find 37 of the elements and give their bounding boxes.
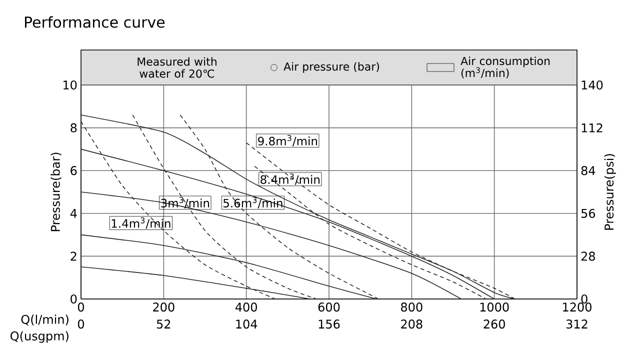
- text: Air pressure (bar): [284, 62, 380, 73]
- x2-tick-label: 208: [401, 320, 422, 329]
- y-tick-label: 4: [70, 209, 77, 218]
- x-tick-label: 800: [401, 302, 422, 312]
- series-label: 9.8m$^{3}$/min: [258, 134, 318, 146]
- y2-tick-label: 84: [581, 166, 596, 176]
- series-label: 1.4m$^{3}$/min: [112, 217, 170, 229]
- x-tick-label: 1200: [563, 302, 592, 312]
- y2-tick-label: 28: [581, 252, 595, 261]
- x-tick-label: 200: [153, 302, 174, 312]
- x2-tick-label: 260: [484, 320, 505, 329]
- y2-axis-title: Pressure(psi): [604, 154, 616, 230]
- text: Air consumption (m$^{3}$/min): [460, 56, 550, 78]
- series-label: 8.4m$^{3}$/min: [260, 173, 320, 185]
- y-tick-label: 6: [70, 166, 77, 176]
- y2-tick-label: 0: [581, 294, 588, 304]
- y2-tick-label: 140: [582, 80, 603, 90]
- x2-tick-label: 52: [156, 320, 170, 329]
- y-tick-label: 8: [70, 123, 77, 132]
- x2-axis-title: Q(usgpm): [10, 331, 68, 343]
- chart-title: Performance curve: [25, 16, 165, 28]
- x2-tick-label: 104: [236, 320, 258, 329]
- y-tick-label: 0: [70, 294, 77, 304]
- x2-tick-label: 156: [318, 320, 340, 329]
- y2-tick-label: 56: [581, 208, 596, 218]
- y-tick-label: 2: [70, 252, 76, 261]
- y2-tick-label: 112: [582, 123, 602, 132]
- text: Measured with water of 20℃: [138, 57, 216, 78]
- x-tick-label: 0: [78, 302, 84, 312]
- x-tick-label: 600: [318, 302, 340, 312]
- y-tick-label: 10: [64, 80, 77, 90]
- x-tick-label: 400: [235, 302, 257, 312]
- x-tick-label: 1000: [480, 302, 509, 312]
- x-axis-title: Q(l/min): [21, 314, 68, 326]
- y-axis-title: Pressure(bar): [50, 152, 62, 232]
- x2-tick-label: 312: [566, 320, 588, 329]
- x2-tick-label: 0: [78, 320, 84, 329]
